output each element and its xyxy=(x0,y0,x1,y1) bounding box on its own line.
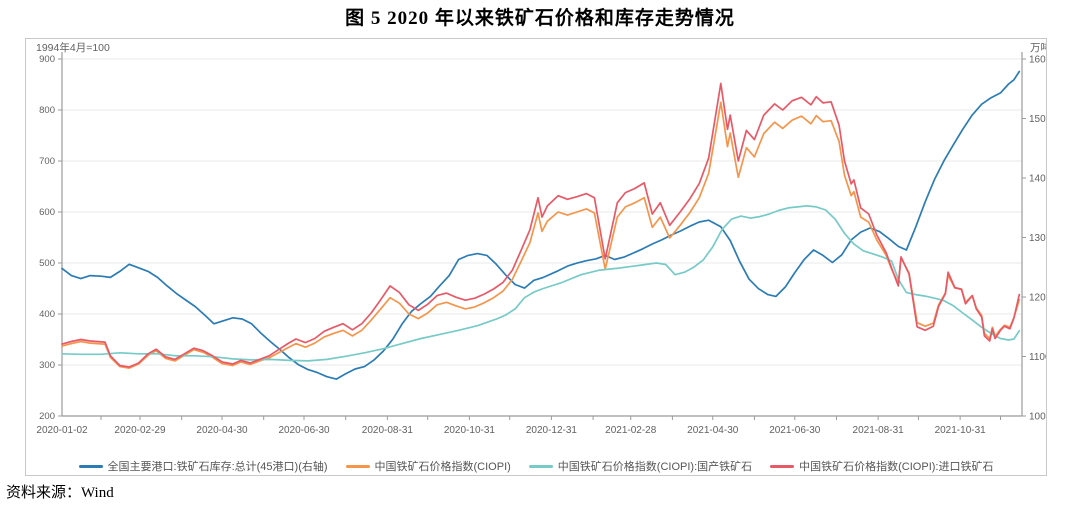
right-axis-tick-label: 11000 xyxy=(1029,352,1046,363)
right-axis-tick-label: 12000 xyxy=(1029,293,1046,304)
right-axis-tick-label: 16000 xyxy=(1029,55,1046,66)
legend-swatch-3 xyxy=(770,464,795,468)
left-axis-tick-label: 200 xyxy=(39,411,55,422)
legend-swatch-2 xyxy=(528,464,553,468)
left-axis-tick-label: 900 xyxy=(39,54,55,65)
legend-item-0: 全国主要港口:铁矿石库存:总计(45港口)(右轴) xyxy=(78,458,328,474)
legend-swatch-1 xyxy=(345,464,370,468)
x-axis-tick-label: 2021-02-28 xyxy=(605,425,657,436)
legend-item-2: 中国铁矿石价格指数(CIOPI):国产铁矿石 xyxy=(528,458,753,474)
left-axis-tick-label: 400 xyxy=(39,309,55,320)
x-axis-tick-label: 2020-01-02 xyxy=(36,425,88,436)
right-axis-tick-label: 14000 xyxy=(1029,174,1046,185)
right-axis-tick-label: 15000 xyxy=(1029,114,1046,125)
figure-title: 图 5 2020 年以来铁矿石价格和库存走势情况 xyxy=(345,8,735,29)
legend-label-0: 全国主要港口:铁矿石库存:总计(45港口)(右轴) xyxy=(107,461,328,473)
left-axis-tick-label: 800 xyxy=(39,105,55,116)
right-axis-unit: 万吨 xyxy=(1030,41,1046,54)
series-line-3 xyxy=(61,82,1021,368)
left-axis-tick-label: 600 xyxy=(39,207,55,218)
x-axis-tick-label: 2021-08-31 xyxy=(853,425,905,436)
left-axis-note: 1994年4月=100 xyxy=(36,41,110,54)
source-note: 资料来源：Wind xyxy=(6,485,114,501)
x-axis-tick-label: 2020-06-30 xyxy=(278,425,330,436)
legend-label-2: 中国铁矿石价格指数(CIOPI):国产铁矿石 xyxy=(557,461,753,473)
legend-label-1: 中国铁矿石价格指数(CIOPI) xyxy=(374,461,511,473)
x-axis-tick-label: 2020-08-31 xyxy=(362,425,414,436)
legend-item-3: 中国铁矿石价格指数(CIOPI):进口铁矿石 xyxy=(770,458,993,474)
x-axis-tick-label: 2020-04-30 xyxy=(196,425,248,436)
legend-item-1: 中国铁矿石价格指数(CIOPI) xyxy=(345,458,511,474)
left-axis-tick-label: 700 xyxy=(39,156,55,167)
x-axis-tick-label: 2021-06-30 xyxy=(769,425,821,436)
series-line-0 xyxy=(61,70,1021,380)
x-axis-tick-label: 2020-10-31 xyxy=(444,425,496,436)
legend-swatch-0 xyxy=(78,464,103,468)
chart-legend: 全国主要港口:铁矿石库存:总计(45港口)(右轴) 中国铁矿石价格指数(CIOPI… xyxy=(26,456,1046,476)
x-axis-tick-label: 2020-12-31 xyxy=(526,425,578,436)
left-axis-tick-label: 500 xyxy=(39,258,55,269)
line-chart-plot: 200 300 400 500 600 700 800 900 10000 11000 12000 1… xyxy=(36,41,1046,436)
series-line-1 xyxy=(61,101,1021,369)
legend-label-3: 中国铁矿石价格指数(CIOPI):进口铁矿石 xyxy=(799,461,994,473)
x-axis-tick-label: 2021-04-30 xyxy=(687,425,739,436)
right-axis-tick-label: 10000 xyxy=(1029,412,1046,423)
chart-frame: 200 300 400 500 600 700 800 900 10000 11000 12000 1… xyxy=(25,38,1047,476)
right-axis-tick-label: 13000 xyxy=(1029,233,1046,244)
left-axis-tick-label: 300 xyxy=(39,360,55,371)
x-axis-tick-label: 2020-02-29 xyxy=(114,425,166,436)
x-axis-tick-label: 2021-10-31 xyxy=(935,425,987,436)
